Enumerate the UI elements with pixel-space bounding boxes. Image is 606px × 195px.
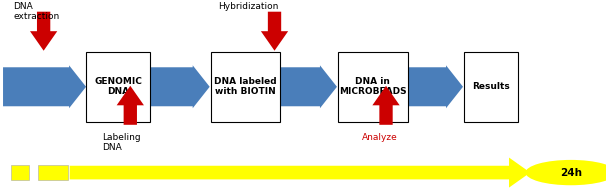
FancyArrow shape [3,65,86,108]
Text: DNA labeled
with BIOTIN: DNA labeled with BIOTIN [214,77,277,97]
Bar [38,165,68,180]
FancyArrow shape [372,86,400,125]
Text: Results: Results [472,82,510,91]
FancyArrow shape [116,86,144,125]
Text: Analyze: Analyze [362,133,398,142]
Bar [11,165,29,180]
FancyArrow shape [408,65,463,108]
FancyArrow shape [30,12,57,51]
FancyArrow shape [261,12,288,51]
FancyArrow shape [70,158,530,188]
FancyArrow shape [150,65,210,108]
Text: Labeling
DNA: Labeling DNA [102,133,141,152]
FancyBboxPatch shape [464,52,518,122]
FancyArrow shape [281,65,337,108]
Text: Hybridization: Hybridization [218,2,279,11]
FancyBboxPatch shape [338,52,407,122]
FancyBboxPatch shape [87,52,150,122]
Text: GENOMIC
DNA: GENOMIC DNA [94,77,142,97]
Ellipse shape [525,160,606,185]
FancyBboxPatch shape [211,52,281,122]
Text: 24h: 24h [560,168,582,178]
Text: DNA
extraction: DNA extraction [13,2,59,21]
Text: DNA in
MICROBEADS: DNA in MICROBEADS [339,77,407,97]
